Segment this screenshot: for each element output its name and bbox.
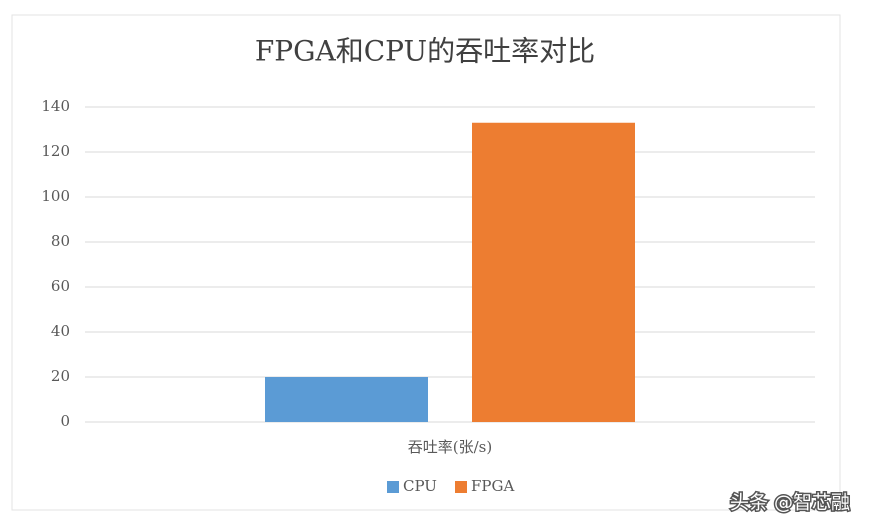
legend-label: CPU: [403, 477, 437, 495]
chart-title: FPGA和CPU的吞吐率对比: [255, 35, 595, 68]
y-tick-label: 100: [41, 187, 70, 205]
chart-border: [11, 14, 841, 511]
y-tick-label: 80: [51, 232, 70, 250]
legend-label: FPGA: [471, 477, 514, 495]
y-tick-label: 20: [51, 367, 70, 385]
y-tick-label: 60: [51, 277, 70, 295]
x-tick-label: 吞吐率(张/s): [408, 438, 492, 456]
bar: [472, 122, 635, 422]
y-tick-label: 120: [41, 142, 70, 160]
legend-swatch: [387, 481, 399, 493]
y-tick-label: 0: [60, 412, 70, 430]
bar: [265, 377, 428, 422]
y-tick-label: 40: [51, 322, 70, 340]
y-tick-label: 140: [41, 97, 70, 115]
watermark: 头条 @智芯融: [730, 492, 850, 514]
legend-swatch: [455, 481, 467, 493]
